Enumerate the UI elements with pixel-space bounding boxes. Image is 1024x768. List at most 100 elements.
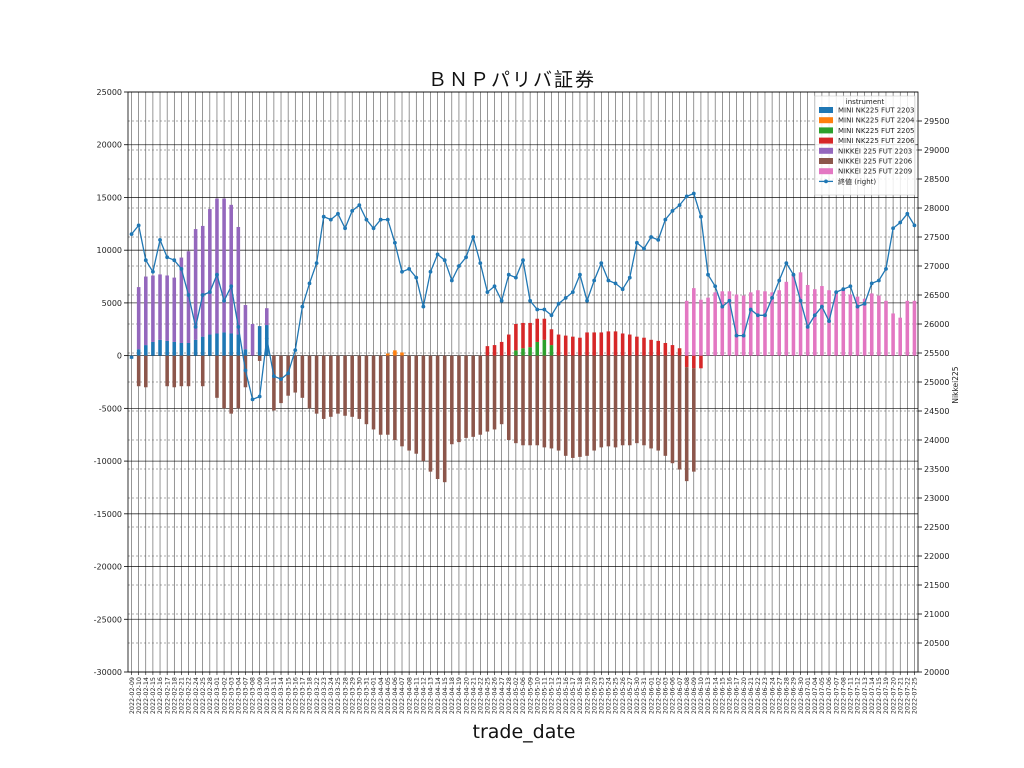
- line-point: [755, 313, 760, 318]
- x-tick-label: 2022-05-16: [562, 677, 570, 714]
- bar: [571, 336, 575, 356]
- bar: [136, 355, 141, 387]
- bar: [635, 336, 639, 356]
- bar: [243, 305, 248, 350]
- bar: [635, 355, 639, 444]
- y2-tick-label: 27000: [924, 262, 949, 271]
- line-point: [151, 269, 155, 274]
- bar: [357, 355, 362, 419]
- x-tick-label: 2022-03-23: [320, 677, 328, 714]
- x-tick-label: 2022-07-25: [911, 677, 919, 714]
- line-point: [556, 301, 561, 306]
- x-tick-label: 2022-06-16: [726, 677, 734, 714]
- bar: [421, 355, 426, 462]
- bar: [521, 355, 525, 446]
- line-point: [763, 313, 767, 318]
- line-point: [186, 293, 191, 297]
- x-tick-label: 2022-03-08: [249, 677, 257, 714]
- bar: [499, 355, 504, 425]
- y-tick-label: -30000: [94, 668, 122, 677]
- x-tick-label: 2022-02-18: [170, 677, 178, 714]
- legend-swatch: [819, 127, 833, 134]
- bar: [129, 355, 134, 359]
- x-tick-label: 2022-04-04: [377, 677, 385, 714]
- line-point: [207, 290, 212, 294]
- line-point: [357, 203, 362, 208]
- bar: [179, 342, 184, 356]
- line-point: [407, 267, 412, 271]
- x-tick-label: 2022-03-28: [341, 677, 349, 714]
- x-tick-label: 2022-04-08: [405, 677, 413, 714]
- x-tick-label: 2022-06-29: [790, 677, 798, 714]
- y-tick-label: -15000: [94, 510, 122, 519]
- x-tick-label: 2022-02-16: [156, 677, 164, 714]
- line-point: [770, 296, 774, 300]
- bar: [578, 355, 582, 457]
- bar: [492, 345, 497, 356]
- line-point: [578, 272, 582, 277]
- bar: [200, 355, 205, 387]
- bar: [649, 355, 653, 449]
- line-point: [549, 313, 554, 318]
- x-tick-label: 2022-07-01: [804, 677, 812, 714]
- line-point: [869, 281, 874, 286]
- bar: [563, 355, 568, 456]
- bar: [186, 342, 191, 356]
- legend-label: MINI NK225 FUT 2205: [838, 127, 915, 135]
- x-tick-label: 2022-05-13: [555, 677, 563, 714]
- x-tick-label: 2022-06-01: [647, 677, 655, 714]
- bar: [877, 295, 881, 356]
- bar: [521, 348, 525, 356]
- x-tick-label: 2022-02-28: [206, 677, 214, 714]
- legend-swatch: [819, 107, 833, 113]
- bar: [663, 342, 668, 356]
- line-point: [791, 272, 796, 277]
- bar: [158, 274, 162, 340]
- x-tick-label: 2022-07-08: [839, 677, 847, 714]
- x-tick-label: 2022-07-21: [896, 677, 904, 714]
- bar: [229, 204, 233, 334]
- line-point: [200, 293, 205, 297]
- line-point: [798, 298, 803, 303]
- x-tick-label: 2022-07-04: [811, 677, 819, 714]
- bar: [706, 297, 710, 356]
- x-tick-label: 2022-07-11: [847, 677, 855, 714]
- right-y-axis: 29500 29000 28500 28000 27500 27000 26500 26000…: [918, 117, 949, 677]
- bar: [613, 331, 618, 356]
- bar: [400, 355, 404, 447]
- line-point: [905, 211, 910, 216]
- line-point: [471, 235, 476, 239]
- line-point: [820, 304, 824, 309]
- line-point: [364, 217, 369, 222]
- x-tick-label: 2022-05-26: [619, 677, 627, 714]
- x-tick-label: 2022-05-09: [526, 677, 534, 714]
- bar: [165, 355, 169, 387]
- x-tick-label: 2022-07-14: [868, 677, 876, 714]
- line-point: [449, 278, 454, 283]
- y2-tick-label: 20000: [924, 668, 949, 677]
- line-point: [841, 287, 846, 292]
- x-tick-label: 2022-07-19: [882, 677, 890, 714]
- line-point: [343, 226, 347, 231]
- bar: [862, 298, 867, 356]
- y2-tick-label: 23000: [924, 494, 949, 503]
- x-tick-label: 2022-05-24: [605, 677, 613, 714]
- legend-label: 終値 (right): [838, 177, 876, 186]
- line-point: [898, 220, 903, 225]
- bar: [898, 317, 902, 356]
- bar: [535, 341, 540, 356]
- bar: [499, 341, 504, 356]
- x-tick-label: 2022-05-31: [640, 677, 648, 714]
- bar: [236, 226, 241, 335]
- bar: [236, 355, 241, 409]
- y-tick-label: 10000: [97, 246, 122, 255]
- y-tick-label: -25000: [94, 615, 122, 624]
- bar: [692, 288, 696, 356]
- x-tick-label: 2022-07-22: [904, 677, 912, 714]
- bar: [215, 333, 219, 356]
- y2-tick-label: 26000: [924, 320, 949, 329]
- x-tick-label: 2022-05-10: [533, 677, 541, 714]
- bar: [229, 355, 233, 414]
- bar: [699, 355, 703, 369]
- line-point: [805, 325, 810, 329]
